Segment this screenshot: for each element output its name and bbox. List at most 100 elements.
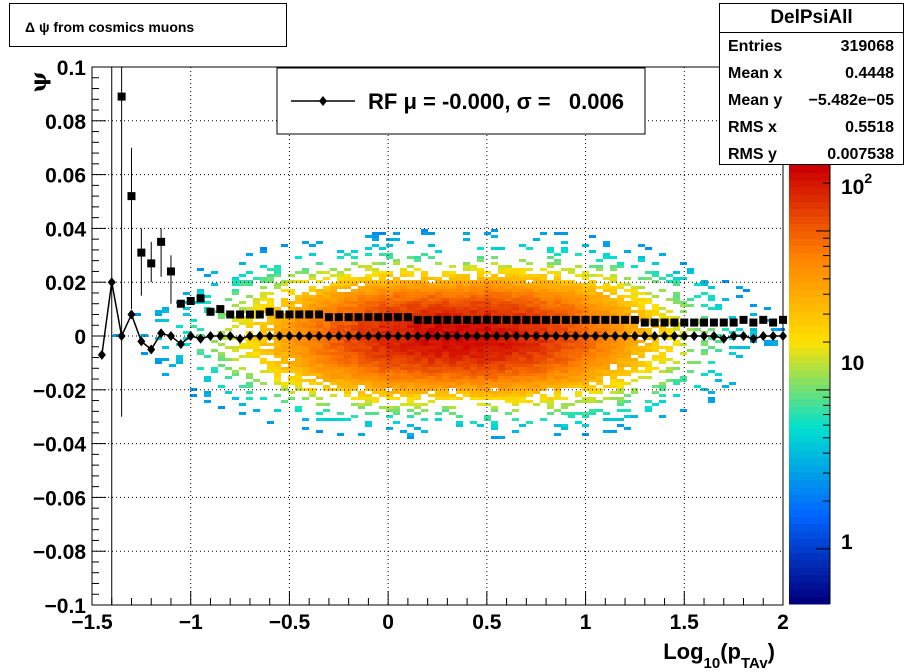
- heat-cell: [295, 346, 302, 349]
- heat-cell: [505, 346, 512, 349]
- heat-cell: [526, 391, 533, 394]
- heat-cell: [470, 283, 477, 286]
- heat-cell: [344, 277, 351, 280]
- heat-cell: [449, 382, 456, 385]
- heat-cell: [435, 352, 442, 355]
- heat-cell: [491, 295, 498, 298]
- heat-cell: [260, 307, 267, 310]
- heat-cell: [547, 406, 554, 409]
- heat-cell: [435, 379, 442, 382]
- heat-cell: [456, 292, 463, 295]
- colorbar-segment: [789, 304, 830, 312]
- heat-cell: [386, 253, 393, 256]
- heat-cell: [519, 307, 526, 310]
- heat-cell: [449, 316, 456, 319]
- heat-cell: [386, 355, 393, 358]
- heat-cell: [666, 274, 673, 277]
- heat-cell: [617, 328, 624, 331]
- heat-cell: [589, 298, 596, 301]
- heat-cell: [407, 328, 414, 331]
- heat-cell: [470, 265, 477, 268]
- heat-cell: [498, 307, 505, 310]
- heat-cell: [288, 292, 295, 295]
- heat-cell: [302, 373, 309, 376]
- heat-cell: [554, 433, 561, 436]
- heat-cell: [393, 283, 400, 286]
- heat-cell: [589, 307, 596, 310]
- heat-cell: [561, 349, 568, 352]
- heat-cell: [162, 319, 169, 322]
- heat-cell: [589, 385, 596, 388]
- heat-cell: [379, 391, 386, 394]
- heat-cell: [204, 301, 211, 304]
- heat-cell: [638, 328, 645, 331]
- heat-cell: [673, 379, 680, 382]
- heat-cell: [379, 271, 386, 274]
- heat-cell: [358, 298, 365, 301]
- heat-cell: [624, 355, 631, 358]
- heat-cell: [288, 397, 295, 400]
- heat-cell: [274, 346, 281, 349]
- heat-cell: [239, 367, 246, 370]
- heat-cell: [456, 331, 463, 334]
- heat-cell: [582, 379, 589, 382]
- heat-cell: [274, 382, 281, 385]
- heat-cell: [582, 283, 589, 286]
- heat-cell: [505, 331, 512, 334]
- heat-cell: [533, 310, 540, 313]
- heat-cell: [407, 337, 414, 340]
- heat-cell: [596, 388, 603, 391]
- heat-cell: [484, 352, 491, 355]
- heat-cell: [645, 400, 652, 403]
- heat-cell: [477, 325, 484, 328]
- heat-cell: [568, 358, 575, 361]
- heat-cell: [351, 364, 358, 367]
- heat-cell: [484, 313, 491, 316]
- heat-cell: [603, 364, 610, 367]
- heat-cell: [610, 289, 617, 292]
- x-tick-label: −1: [179, 611, 203, 634]
- heat-cell: [624, 277, 631, 280]
- heat-cell: [498, 310, 505, 313]
- heat-cell: [554, 328, 561, 331]
- square-marker: [196, 294, 205, 303]
- heat-cell: [428, 370, 435, 373]
- heat-cell: [330, 301, 337, 304]
- heat-cell: [498, 340, 505, 343]
- heat-cell: [260, 265, 267, 268]
- heat-cell: [365, 304, 372, 307]
- heat-cell: [477, 370, 484, 373]
- heat-cell: [722, 385, 729, 388]
- heat-cell: [512, 397, 519, 400]
- heat-cell: [533, 301, 540, 304]
- heat-cell: [400, 370, 407, 373]
- heat-cell: [302, 304, 309, 307]
- heat-cell: [512, 340, 519, 343]
- heat-cell: [295, 406, 302, 409]
- heat-cell: [400, 364, 407, 367]
- heat-cell: [589, 337, 596, 340]
- heat-cell: [610, 376, 617, 379]
- heat-cell: [421, 304, 428, 307]
- heat-cell: [414, 328, 421, 331]
- heat-cell: [603, 346, 610, 349]
- heat-cell: [379, 337, 386, 340]
- heat-cell: [526, 340, 533, 343]
- heat-cell: [372, 349, 379, 352]
- heat-cell: [561, 340, 568, 343]
- heat-cell: [526, 421, 533, 424]
- square-marker: [650, 318, 659, 327]
- heat-cell: [617, 370, 624, 373]
- heat-cell: [631, 388, 638, 391]
- heat-cell: [435, 391, 442, 394]
- heat-cell: [372, 307, 379, 310]
- y-tick-label: −0.08: [33, 541, 86, 564]
- heat-cell: [400, 340, 407, 343]
- heat-cell: [568, 283, 575, 286]
- heat-cell: [435, 328, 442, 331]
- heat-cell: [351, 292, 358, 295]
- heat-cell: [519, 391, 526, 394]
- heat-cell: [393, 277, 400, 280]
- heat-cell: [316, 430, 323, 433]
- heat-cell: [610, 268, 617, 271]
